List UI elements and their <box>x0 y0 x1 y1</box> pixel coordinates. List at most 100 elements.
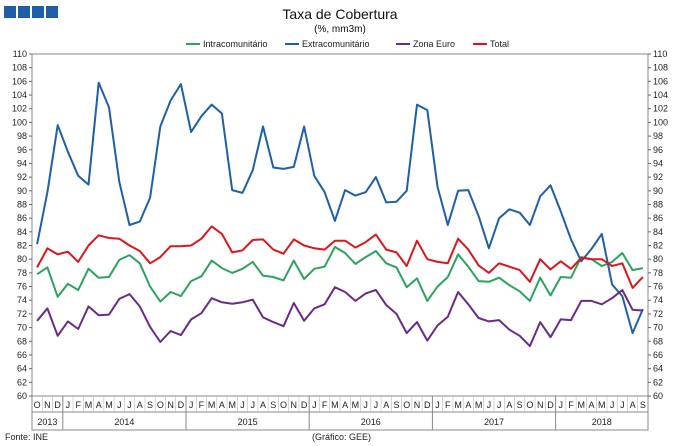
y-tick-label-left: 108 <box>12 63 27 73</box>
y-tick-label-left: 98 <box>17 131 27 141</box>
y-tick-label-right: 92 <box>653 172 663 182</box>
y-tick-label-right: 80 <box>653 254 663 264</box>
x-tick-label-month: M <box>598 400 606 410</box>
x-tick-label-month: F <box>75 400 81 410</box>
x-tick-label-month: A <box>630 400 636 410</box>
x-tick-label-month: F <box>199 400 205 410</box>
y-tick-label-left: 94 <box>17 158 27 168</box>
legend-label: Intracomunitário <box>203 39 268 49</box>
x-tick-label-month: A <box>383 400 389 410</box>
x-tick-label-month: O <box>34 400 41 410</box>
x-tick-label-month: D <box>547 400 554 410</box>
y-tick-label-right: 70 <box>653 323 663 333</box>
x-tick-label-year: 2013 <box>37 417 57 427</box>
y-tick-label-right: 64 <box>653 364 663 374</box>
y-tick-label-left: 64 <box>17 364 27 374</box>
x-tick-label-month: J <box>127 400 132 410</box>
y-tick-label-right: 60 <box>653 391 663 401</box>
x-tick-label-year: 2017 <box>484 417 504 427</box>
x-tick-label-month: N <box>167 400 174 410</box>
x-tick-label-month: M <box>578 400 586 410</box>
y-tick-label-left: 102 <box>12 104 27 114</box>
y-tick-label-left: 70 <box>17 323 27 333</box>
y-tick-label-left: 80 <box>17 254 27 264</box>
y-tick-label-left: 84 <box>17 227 27 237</box>
x-tick-label-month: A <box>96 400 102 410</box>
x-tick-label-month: J <box>620 400 625 410</box>
brand-logo-block-4 <box>46 6 58 18</box>
y-tick-label-right: 100 <box>653 117 668 127</box>
y-tick-label-left: 62 <box>17 377 27 387</box>
x-tick-label-month: M <box>475 400 483 410</box>
brand-logo-block-1 <box>4 6 16 18</box>
y-tick-label-right: 68 <box>653 336 663 346</box>
y-tick-label-right: 110 <box>653 49 667 59</box>
x-tick-label-month: S <box>270 400 276 410</box>
x-tick-label-month: O <box>403 400 410 410</box>
x-tick-label-month: J <box>240 400 245 410</box>
y-tick-label-right: 62 <box>653 377 663 387</box>
y-tick-label-left: 92 <box>17 172 27 182</box>
x-tick-label-month: M <box>228 400 236 410</box>
y-tick-label-right: 102 <box>653 104 668 114</box>
y-tick-label-right: 98 <box>653 131 663 141</box>
x-tick-label-month: S <box>147 400 153 410</box>
y-tick-label-right: 72 <box>653 309 663 319</box>
y-tick-label-right: 78 <box>653 268 663 278</box>
x-tick-label-month: A <box>506 400 512 410</box>
x-tick-label-month: J <box>497 400 502 410</box>
x-tick-label-year: 2018 <box>592 417 612 427</box>
y-tick-label-right: 84 <box>653 227 663 237</box>
x-tick-label-month: J <box>610 400 615 410</box>
series-line <box>36 245 644 303</box>
x-tick-label-month: J <box>66 400 71 410</box>
y-tick-label-left: 78 <box>17 268 27 278</box>
x-tick-label-month: J <box>250 400 255 410</box>
y-tick-label-right: 82 <box>653 241 663 251</box>
x-tick-label-month: O <box>157 400 164 410</box>
legend-label: Total <box>490 39 509 49</box>
x-tick-label-month: A <box>342 400 348 410</box>
x-tick-label-month: M <box>352 400 360 410</box>
y-tick-label-right: 76 <box>653 282 663 292</box>
x-tick-label-month: S <box>393 400 399 410</box>
x-tick-label-month: M <box>105 400 113 410</box>
x-tick-label-month: J <box>312 400 317 410</box>
plot-area-frame <box>31 53 649 397</box>
x-tick-label-month: N <box>44 400 51 410</box>
x-tick-label-month: F <box>568 400 574 410</box>
x-tick-label-month: J <box>487 400 492 410</box>
x-tick-label-month: N <box>291 400 298 410</box>
legend-label: Zona Euro <box>413 39 455 49</box>
y-tick-label-right: 108 <box>653 63 668 73</box>
chart-credit: (Gráfico: GEE) <box>312 432 372 442</box>
y-tick-label-right: 74 <box>653 295 663 305</box>
y-tick-label-left: 90 <box>17 186 27 196</box>
x-tick-label-month: J <box>435 400 440 410</box>
x-tick-label-month: N <box>414 400 421 410</box>
chart-subtitle: (%, mm3m) <box>314 24 366 35</box>
y-tick-label-right: 88 <box>653 199 663 209</box>
x-tick-label-month: A <box>219 400 225 410</box>
x-tick-label-month: J <box>189 400 194 410</box>
x-tick-label-month: M <box>454 400 462 410</box>
x-tick-label-month: F <box>322 400 328 410</box>
x-tick-label-month: D <box>54 400 61 410</box>
legend-label: Extracomunitário <box>302 39 370 49</box>
chart-title: Taxa de Cobertura <box>282 6 398 22</box>
x-tick-label-year: 2015 <box>238 417 258 427</box>
y-tick-label-left: 88 <box>17 199 27 209</box>
y-tick-label-right: 86 <box>653 213 663 223</box>
y-tick-label-right: 90 <box>653 186 663 196</box>
series-line <box>36 81 644 335</box>
y-tick-label-right: 96 <box>653 145 663 155</box>
y-tick-label-left: 74 <box>17 295 27 305</box>
x-tick-label-month: S <box>517 400 523 410</box>
x-tick-label-month: M <box>331 400 339 410</box>
series-line <box>36 225 644 289</box>
y-tick-label-left: 68 <box>17 336 27 346</box>
y-tick-label-left: 110 <box>13 49 27 59</box>
brand-logo-block-3 <box>32 6 44 18</box>
y-tick-label-right: 94 <box>653 158 663 168</box>
